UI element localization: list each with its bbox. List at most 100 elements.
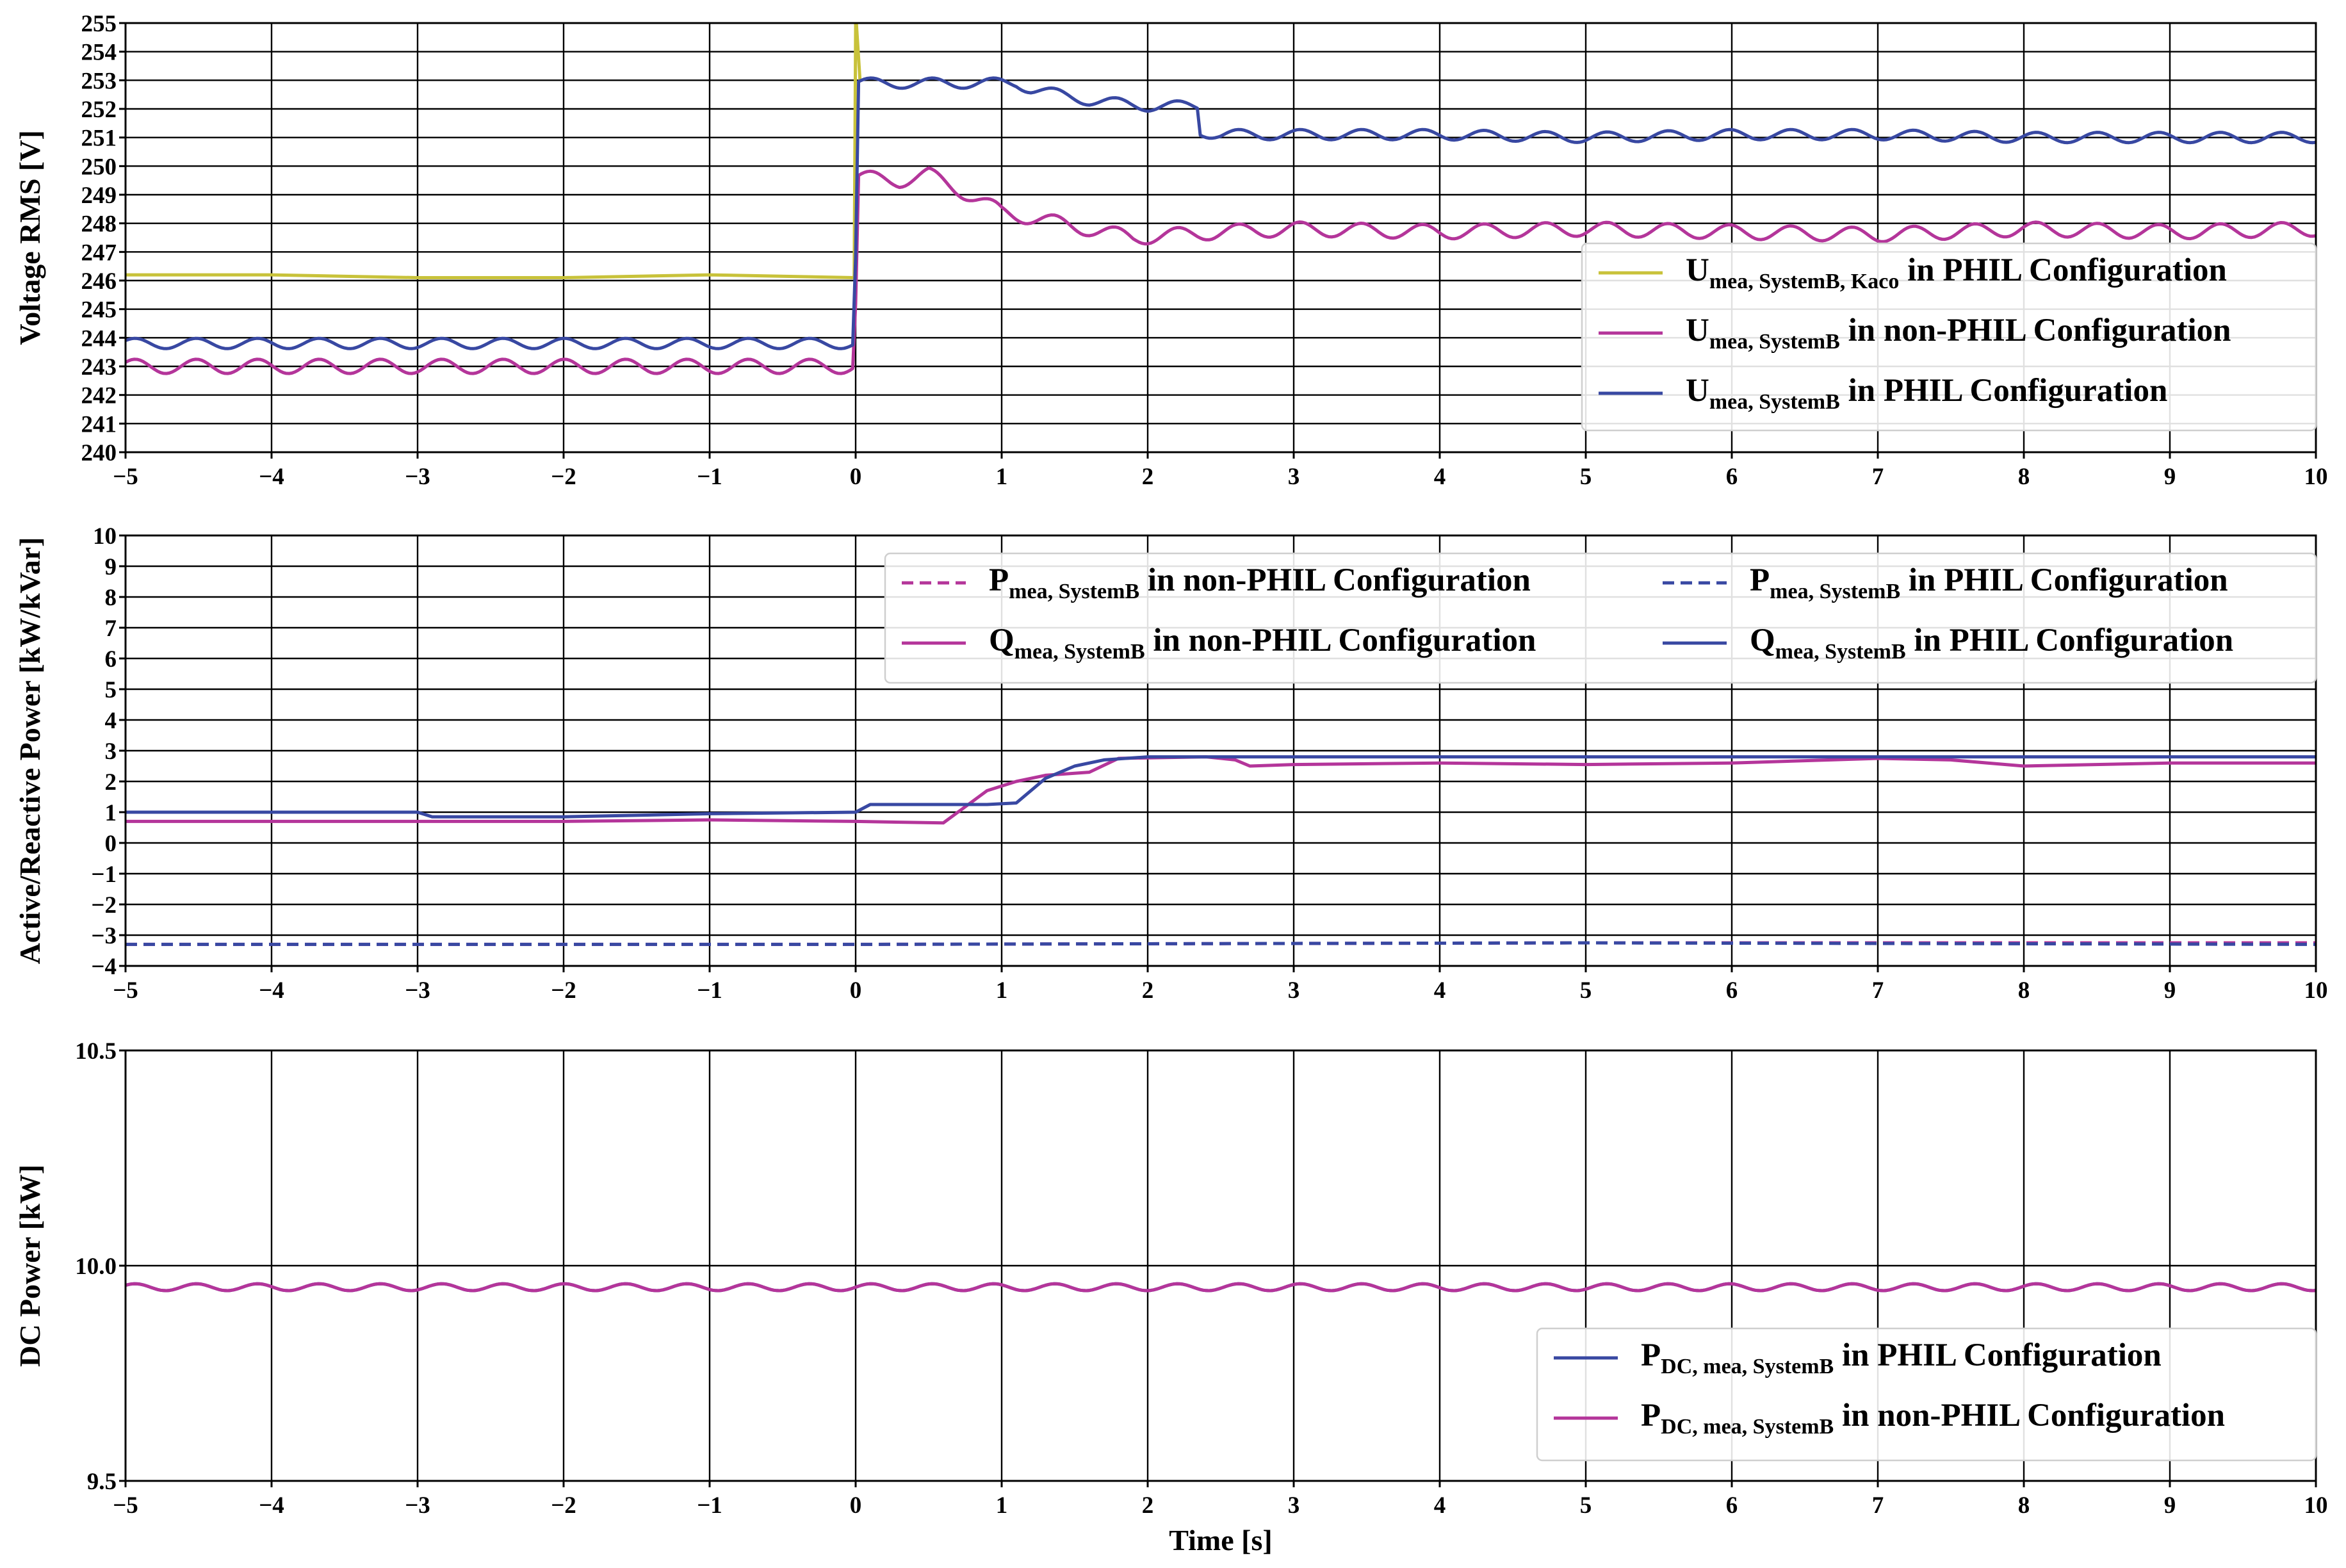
x-tick-label: 4 (1434, 977, 1446, 1004)
x-tick-label: 2 (1142, 1492, 1154, 1519)
x-tick-label: 7 (1872, 1492, 1884, 1519)
y-tick-label: −4 (91, 954, 117, 980)
series-line-magenta (126, 1282, 2316, 1293)
x-tick-label: 9 (2164, 1492, 2176, 1519)
x-tick-label: −5 (113, 977, 138, 1004)
legend-entry: PDC, mea, SystemB in PHIL Configuration (1641, 1337, 2162, 1378)
x-tick-label: 10 (2304, 1492, 2328, 1519)
y-tick-label: 251 (81, 126, 117, 152)
series-group (126, 755, 2316, 946)
x-tick-label: 6 (1726, 464, 1738, 490)
y-tick-label: 0 (105, 831, 117, 857)
legend-entry: Umea, SystemB in PHIL Configuration (1686, 373, 2167, 414)
legend-entry: Umea, SystemB, Kaco in PHIL Configuratio… (1686, 252, 2227, 293)
y-axis-label: Voltage RMS [V] (13, 130, 46, 345)
y-tick-label: 244 (81, 325, 117, 352)
y-tick-label: 7 (105, 616, 117, 642)
legend-entry: PDC, mea, SystemB in non-PHIL Configurat… (1641, 1398, 2225, 1439)
x-tick-label: 1 (996, 977, 1008, 1004)
series-line-magenta (126, 166, 2316, 375)
y-axis-label: Active/Reactive Power [kW/kVar] (13, 537, 46, 965)
legend: PDC, mea, SystemB in PHIL Configuration P… (1536, 1327, 2317, 1462)
y-tick-label: 241 (81, 411, 117, 437)
x-tick-label: 9 (2164, 464, 2176, 490)
x-tick-label: −4 (259, 1492, 284, 1519)
x-tick-label: −3 (405, 464, 430, 490)
power-panel: −5 −4 −3 −2 −1 0 1 2 3 4 5 6 7 8 9 10−4−3−2−10123456789… (13, 523, 2328, 1004)
y-tick-label: 9 (105, 554, 117, 580)
legend-entry: Pmea, SystemB in PHIL Configuration (1750, 562, 2228, 603)
x-tick-label: 6 (1726, 977, 1738, 1004)
dc-power-panel: −5 −4 −3 −2 −1 0 1 2 3 4 5 6 7 8 9 10 9.5 10.0 10.5 DC Powe… (13, 1038, 2328, 1519)
series-line-magenta (126, 755, 2316, 825)
x-tick-label: 5 (1580, 464, 1592, 490)
y-tick-label: 253 (81, 68, 117, 94)
plot-frame (124, 1049, 2317, 1482)
series-group (126, 1282, 2316, 1293)
x-tick-label: 5 (1580, 977, 1592, 1004)
x-tick-label: −3 (405, 977, 430, 1004)
x-tick-label: 1 (996, 1492, 1008, 1519)
series-group (126, 23, 2316, 375)
y-tick-label: 10.5 (75, 1038, 117, 1065)
x-tick-label: 8 (2018, 977, 2030, 1004)
legend-box (884, 552, 2317, 684)
y-tick-label: 4 (105, 708, 117, 734)
y-tick-label: 249 (81, 183, 117, 209)
y-tick-label: 10 (93, 523, 117, 550)
legend: Umea, SystemB, Kaco in PHIL Configuratio… (1581, 242, 2317, 432)
y-tick-label: 252 (81, 97, 117, 123)
plot-frame (124, 534, 2317, 967)
x-tick-label: 4 (1434, 1492, 1446, 1519)
x-tick-label: 0 (850, 464, 862, 490)
legend-entry: Qmea, SystemB in non-PHIL Configuration (989, 623, 1536, 664)
y-tick-label: −3 (91, 923, 117, 949)
legend-box (1536, 1327, 2317, 1462)
y-tick-label: 10.0 (75, 1254, 117, 1280)
x-tick-label: 8 (2018, 464, 2030, 490)
y-tick-label: 3 (105, 739, 117, 765)
plot-frame (124, 22, 2317, 453)
legend-entry: Umea, SystemB in non-PHIL Configuration (1686, 313, 2231, 354)
x-tick-label: 4 (1434, 464, 1446, 490)
y-tick-label: 240 (81, 440, 117, 466)
x-tick-label: −5 (113, 464, 138, 490)
series-line-yellow (126, 23, 862, 279)
y-tick-label: 250 (81, 154, 117, 180)
x-tick-label: −1 (697, 1492, 722, 1519)
x-tick-label: 10 (2304, 464, 2328, 490)
x-tick-label: 3 (1288, 1492, 1300, 1519)
x-tick-label: 9 (2164, 977, 2176, 1004)
x-tick-label: 6 (1726, 1492, 1738, 1519)
x-tick-label: −3 (405, 1492, 430, 1519)
y-tick-label: 9.5 (87, 1469, 117, 1495)
x-tick-label: −2 (551, 977, 576, 1004)
series-line-blue (126, 755, 2316, 819)
x-tick-label: −1 (697, 464, 722, 490)
x-tick-label: 1 (996, 464, 1008, 490)
y-tick-label: 245 (81, 297, 117, 323)
x-axis-label: Time [s] (1169, 1524, 1272, 1556)
y-tick-label: 5 (105, 677, 117, 703)
x-tick-label: −2 (551, 464, 576, 490)
y-tick-label: 243 (81, 354, 117, 380)
y-tick-label: 8 (105, 585, 117, 611)
x-tick-label: 0 (850, 1492, 862, 1519)
x-tick-label: 2 (1142, 464, 1154, 490)
y-axis-label: DC Power [kW] (13, 1164, 46, 1367)
y-tick-label: −1 (91, 862, 117, 888)
y-tick-label: 246 (81, 268, 117, 295)
legend-entry: Pmea, SystemB in non-PHIL Configuration (989, 562, 1531, 603)
legend-entry: Qmea, SystemB in PHIL Configuration (1750, 623, 2233, 664)
x-tick-label: 3 (1288, 464, 1300, 490)
series-line-blue (126, 76, 2316, 350)
legend-box (1581, 242, 2317, 432)
y-tick-label: 242 (81, 383, 117, 409)
series-line-blue-dashed (126, 941, 2316, 946)
legend: Pmea, SystemB in non-PHIL Configuration Q… (884, 552, 2317, 684)
x-tick-label: 7 (1872, 464, 1884, 490)
y-tick-label: 255 (81, 11, 117, 37)
y-tick-label: 1 (105, 800, 117, 826)
y-tick-label: −2 (91, 892, 117, 919)
